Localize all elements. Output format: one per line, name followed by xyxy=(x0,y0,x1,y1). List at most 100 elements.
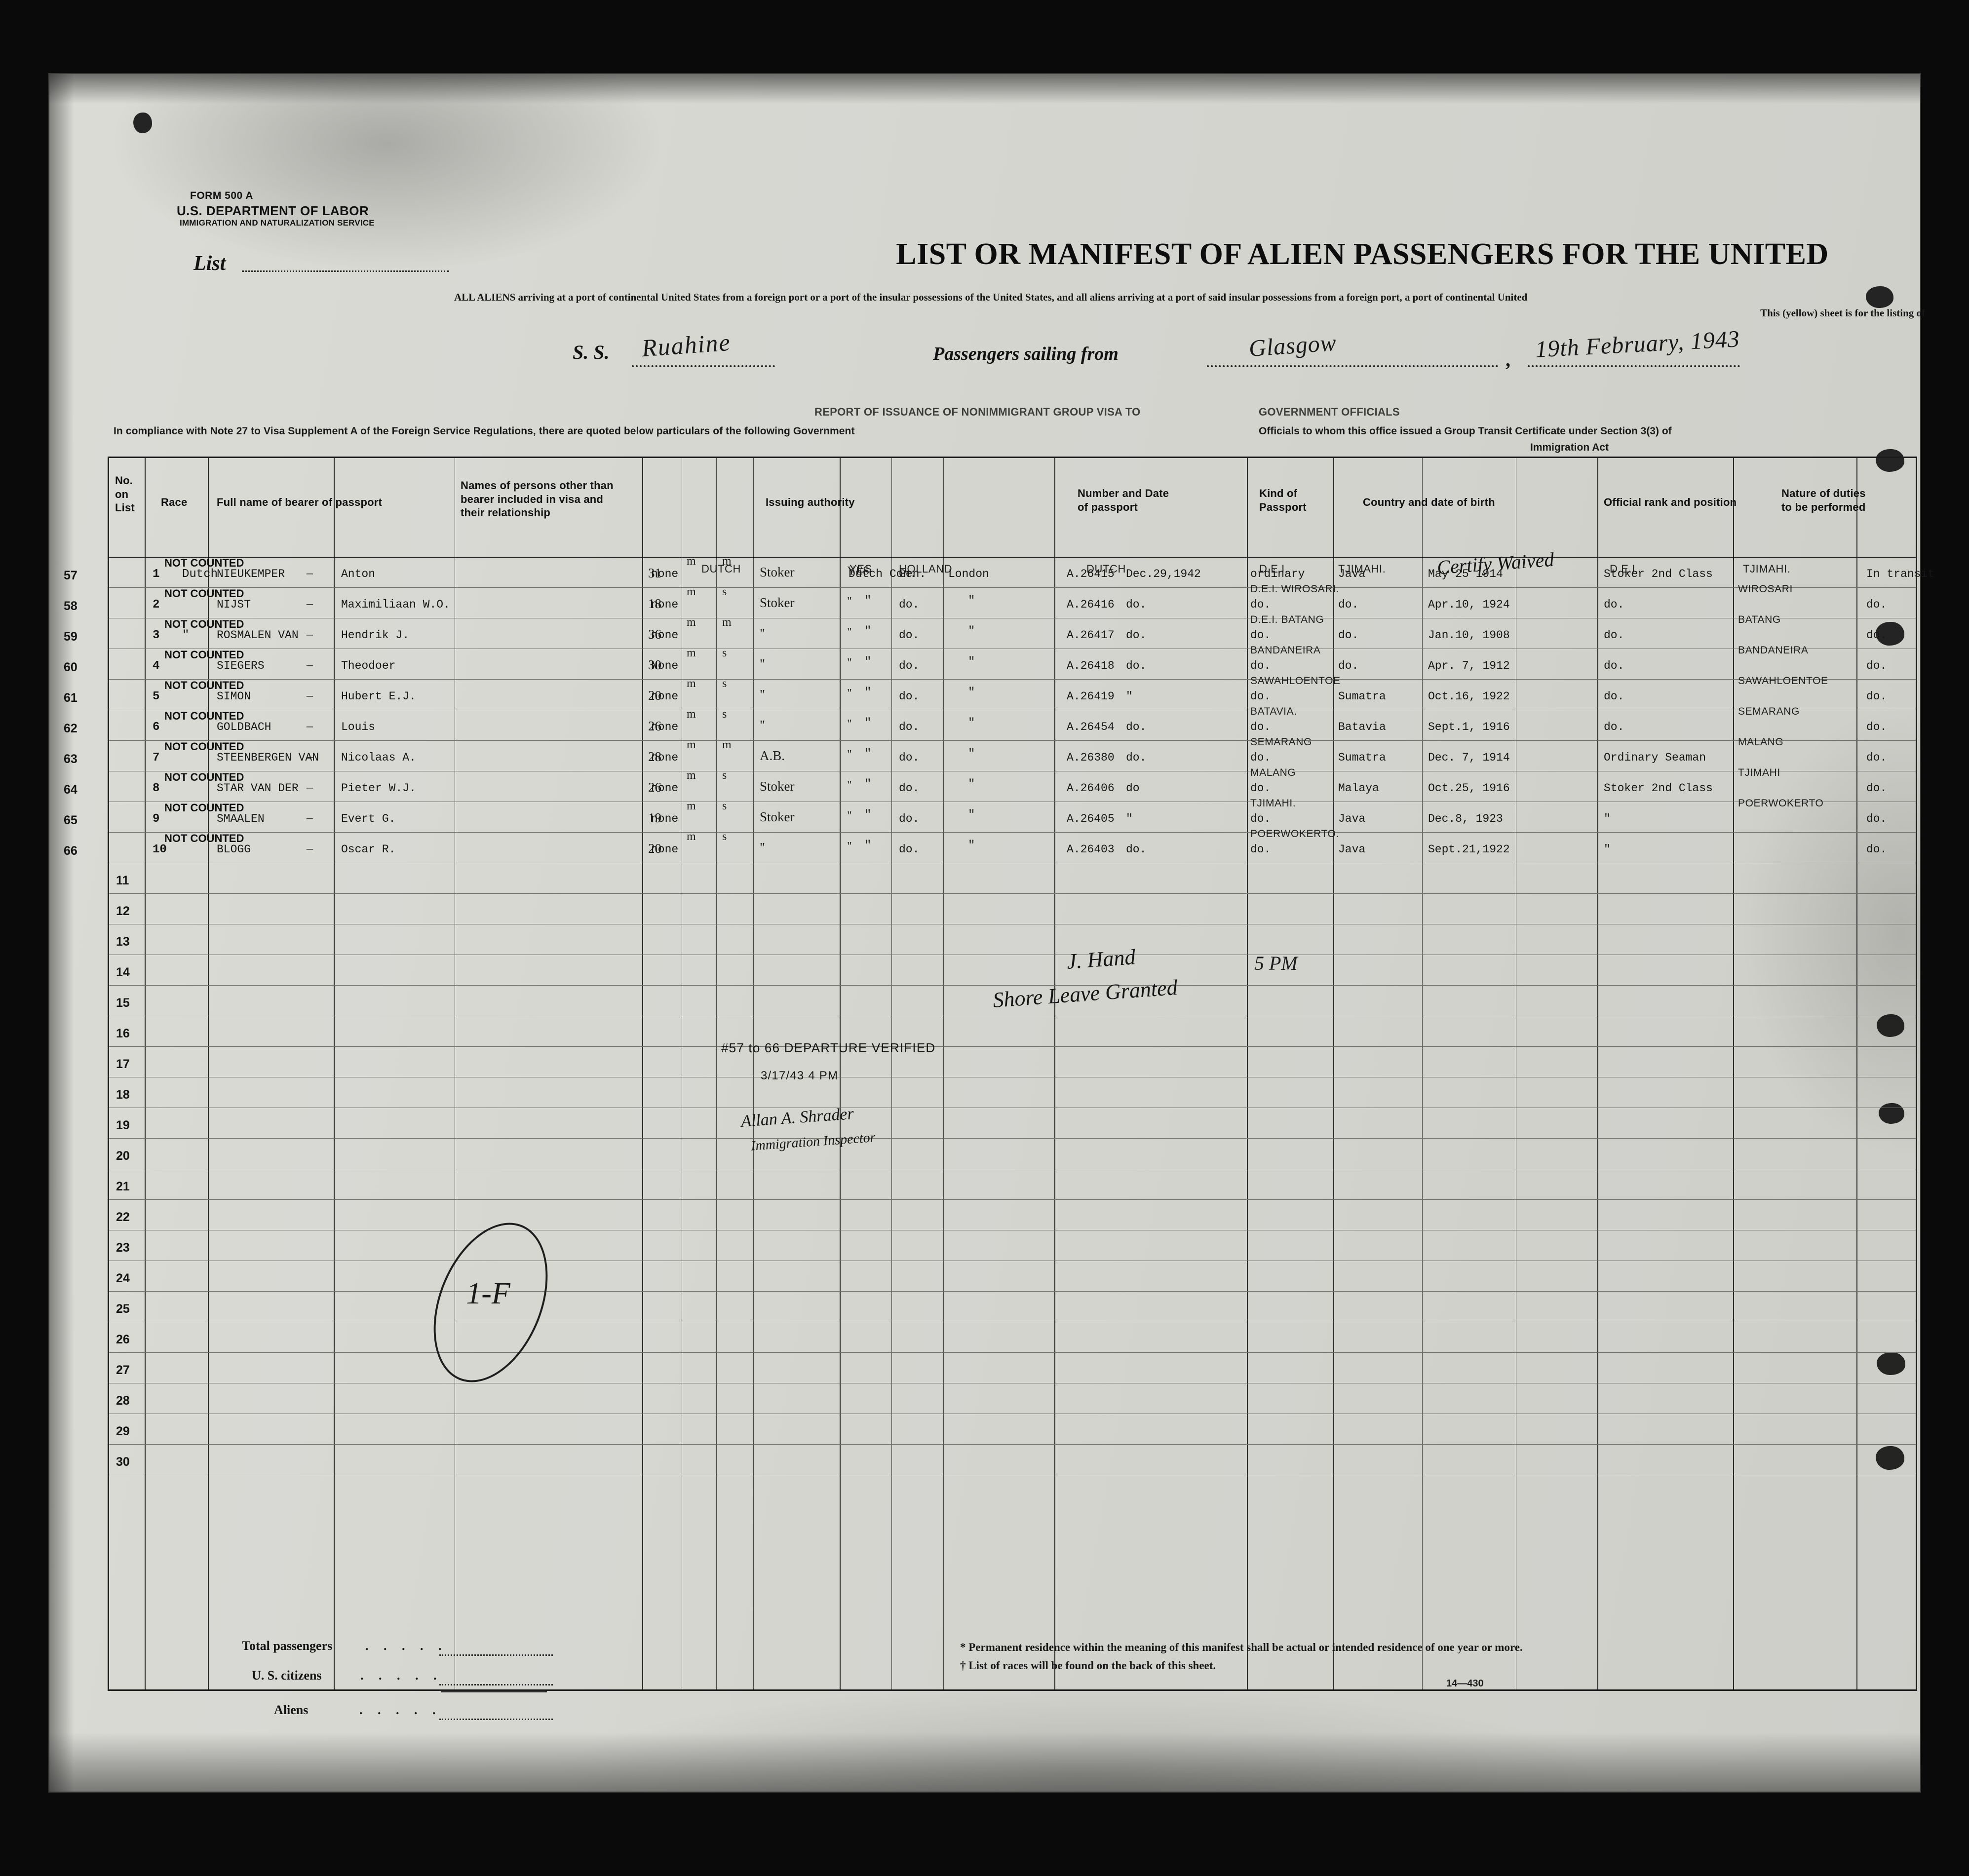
rating-value: " xyxy=(760,626,766,641)
form-code: 14—430 xyxy=(1446,1678,1484,1689)
sailing-from-label: Passengers sailing from xyxy=(933,344,1119,364)
row-rule xyxy=(109,893,1916,894)
rating-value: Stoker xyxy=(760,779,795,794)
aliens-dots: . . . . . xyxy=(359,1703,442,1717)
row-number-left: 57 xyxy=(64,569,77,582)
issuing-authority-3: " xyxy=(968,625,975,638)
issuing-authority-3: " xyxy=(968,839,975,852)
issuing-authority-2: do. xyxy=(899,659,920,672)
given-name-value: Louis xyxy=(341,721,376,733)
col-header-full-name: Full name of bearer of passport xyxy=(217,496,383,508)
given-name-value: Evert G. xyxy=(341,812,396,825)
overlay-dei: D.E.I. xyxy=(1259,563,1288,575)
other-persons-value: none xyxy=(651,751,679,764)
row-sequence-number: 6 xyxy=(153,721,160,734)
kind-of-passport: do. xyxy=(1250,629,1271,642)
nature-of-duties: do. xyxy=(1866,598,1887,611)
issuing-authority-3: " xyxy=(968,686,975,699)
date-of-birth: Dec.8, 1923 xyxy=(1428,812,1503,825)
surname-value: SIEGERS xyxy=(217,659,265,672)
subtitle-line-1: ALL ALIENS arriving at a port of contine… xyxy=(454,291,1528,303)
given-name-value: Maximiliaan W.O. xyxy=(341,598,450,611)
birth-place-handwritten: POERWOKERTO. xyxy=(1250,828,1339,840)
header-rule xyxy=(109,557,1916,558)
col-header-kind-of-passport: Kind of Passport xyxy=(1259,487,1307,513)
not-counted-stamp: NOT COUNTED xyxy=(164,679,244,691)
port-of-departure-value: Glasgow xyxy=(1248,329,1338,362)
issuing-authority-1: " xyxy=(864,625,872,638)
other-persons-value: none xyxy=(651,843,679,856)
birth-place-handwritten: SAWAHLOENTOE xyxy=(1250,675,1341,687)
sex-mark: m xyxy=(687,769,696,782)
given-name-value: Nicolaas A. xyxy=(341,751,416,764)
footnote-races: † List of races will be found on the bac… xyxy=(960,1659,1216,1672)
passport-date: do. xyxy=(1126,751,1147,764)
subtitle-line-2: This (yellow) sheet is for the listing o… xyxy=(1760,307,1925,319)
birth-place-handwritten: MALANG xyxy=(1250,767,1296,778)
manifest-page: FORM 500 A U.S. DEPARTMENT OF LABOR IMMI… xyxy=(49,74,1934,1792)
visa-yes-mark: YES xyxy=(847,565,870,577)
row-number-blank: 13 xyxy=(116,935,130,949)
sex-mark: m xyxy=(687,585,696,598)
row-sequence-number: 3 xyxy=(153,629,160,642)
birth-place-handwritten: SEMARANG xyxy=(1250,736,1312,748)
not-counted-stamp: NOT COUNTED xyxy=(164,618,244,630)
row-rule xyxy=(109,740,1916,741)
ink-blot xyxy=(133,113,152,133)
kind-of-passport: do. xyxy=(1250,812,1271,825)
given-name-value: Hendrik J. xyxy=(341,629,410,642)
col-sep xyxy=(145,458,146,1689)
country-of-birth: Java xyxy=(1338,812,1366,825)
rank-place-handwritten: SAWAHLOENTOE xyxy=(1738,675,1828,687)
rating-value: " xyxy=(760,687,766,702)
sex-mark: m xyxy=(687,647,696,659)
footnote-permanent-residence: * Permanent residence within the meaning… xyxy=(960,1641,1523,1653)
ink-blot xyxy=(1876,449,1904,472)
us-citizens-dots: . . . . . xyxy=(360,1668,443,1683)
row-number-blank: 16 xyxy=(116,1027,130,1040)
passport-number: A.26419 xyxy=(1067,690,1115,703)
passport-date: do. xyxy=(1126,843,1147,856)
bureau-name: IMMIGRATION AND NATURALIZATION SERVICE xyxy=(180,218,375,228)
col-sep xyxy=(1422,458,1423,1689)
rating-value: Stoker xyxy=(760,809,795,824)
other-persons-value: None xyxy=(651,659,679,672)
overlay-holland: HOLLAND xyxy=(899,563,953,575)
visa-yes-mark: " xyxy=(847,748,852,761)
scan-edge-left xyxy=(49,74,74,1792)
rank-place-handwritten: WIROSARI xyxy=(1738,583,1793,595)
overlay-tjimahi-2: TJIMAHI. xyxy=(1743,563,1791,575)
country-of-birth: Sumatra xyxy=(1338,690,1386,703)
total-passengers-dots: . . . . . xyxy=(365,1639,448,1653)
ship-name-rule xyxy=(632,365,775,367)
sex-mark: m xyxy=(687,616,696,629)
birth-place-handwritten: D.E.I. BATANG xyxy=(1250,614,1324,625)
col-header-passport-no-date: Number and Date of passport xyxy=(1078,487,1169,513)
inspector-signature: Allan A. Shrader xyxy=(740,1105,854,1131)
us-citizens-label: U. S. citizens xyxy=(252,1668,322,1683)
age-value: 31 xyxy=(648,566,661,580)
scan-edge-bottom xyxy=(49,1732,1920,1792)
passport-number: A.26454 xyxy=(1067,721,1115,733)
country-of-birth: Java xyxy=(1338,843,1366,856)
row-number-left: 58 xyxy=(64,599,77,613)
row-number-left: 61 xyxy=(64,691,77,705)
passport-number: A.26416 xyxy=(1067,598,1115,611)
country-of-birth: do. xyxy=(1338,629,1359,642)
row-sequence-number: 9 xyxy=(153,812,160,826)
issuing-authority-2: Gen. xyxy=(899,568,927,580)
other-persons-value: none xyxy=(651,629,679,642)
col-sep xyxy=(1247,458,1248,1689)
given-name-value: Anton xyxy=(341,568,376,580)
issuing-authority-1: " xyxy=(864,655,872,669)
rating-value: A.B. xyxy=(760,748,785,763)
other-persons-value: none xyxy=(651,690,679,703)
report-header-left: REPORT OF ISSUANCE OF NONIMMIGRANT GROUP… xyxy=(814,406,1141,418)
age-value: 30 xyxy=(648,657,661,672)
row-number-blank: 28 xyxy=(116,1394,130,1408)
birth-place-handwritten: BANDANEIRA xyxy=(1250,645,1321,656)
row-number-left: 66 xyxy=(64,844,77,858)
other-persons-value: none xyxy=(651,568,679,580)
official-rank: Ordinary Seaman xyxy=(1604,751,1706,764)
page-title: LIST OR MANIFEST OF ALIEN PASSENGERS FOR… xyxy=(896,237,1829,271)
